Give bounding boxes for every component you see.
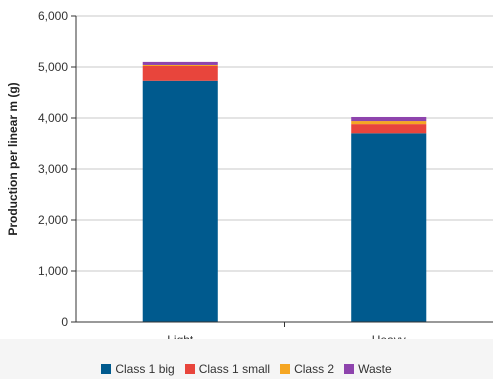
legend-label: Waste <box>358 362 392 376</box>
legend-item: Class 1 small <box>185 362 270 376</box>
y-tick-labels: 0 1,000 2,000 3,000 4,000 5,000 6,000 <box>38 9 76 329</box>
y-tick-label: 2,000 <box>38 213 68 227</box>
legend-swatch <box>344 364 354 374</box>
legend-label: Class 1 small <box>199 362 270 376</box>
bar-segment-class-1-big <box>351 133 426 322</box>
legend-item: Waste <box>344 362 392 376</box>
y-axis-label: Production per linear m (g) <box>6 82 20 235</box>
legend-item: Class 2 <box>280 362 334 376</box>
legend-swatch <box>101 364 111 374</box>
gridlines <box>76 16 493 271</box>
legend-label: Class 1 big <box>115 362 174 376</box>
bar-segment-class-1-small <box>143 66 218 81</box>
y-tick-label: 5,000 <box>38 60 68 74</box>
legend-swatch <box>280 364 290 374</box>
y-tick-label: 0 <box>61 315 68 329</box>
legend-item: Class 1 big <box>101 362 174 376</box>
bar-segment-waste <box>351 117 426 121</box>
bar-segment-class-1-big <box>143 81 218 322</box>
y-tick-label: 1,000 <box>38 264 68 278</box>
y-tick-label: 4,000 <box>38 111 68 125</box>
legend-label: Class 2 <box>294 362 334 376</box>
bar-segment-class-2 <box>143 65 218 66</box>
bars <box>143 62 427 322</box>
y-tick-label: 3,000 <box>38 162 68 176</box>
bar-segment-waste <box>143 62 218 65</box>
bar-segment-class-1-small <box>351 124 426 133</box>
legend-swatch <box>185 364 195 374</box>
legend: Class 1 big Class 1 small Class 2 Waste <box>0 360 493 378</box>
y-tick-label: 6,000 <box>38 9 68 23</box>
bar-segment-class-2 <box>351 121 426 124</box>
